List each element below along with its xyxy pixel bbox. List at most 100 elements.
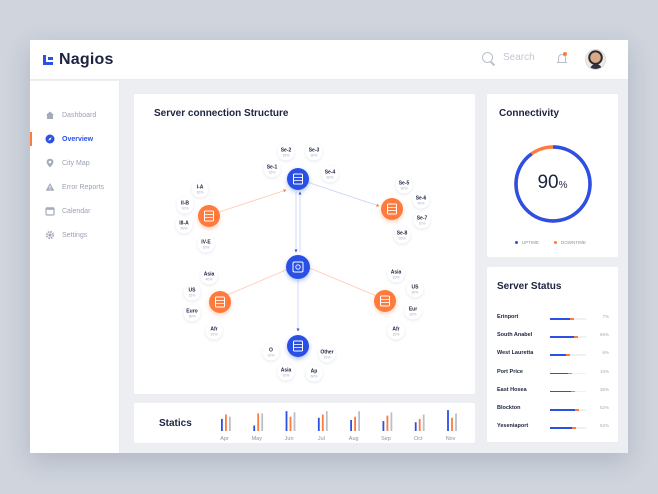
hub-orange-right-top[interactable] <box>381 198 403 220</box>
leaf-node[interactable]: I-A30% <box>191 180 209 198</box>
statics-bar[interactable] <box>455 413 457 431</box>
sidebar-item-settings[interactable]: Settings <box>30 226 120 244</box>
sidebar-item-label: Calendar <box>62 207 91 215</box>
leaf-node[interactable]: Se-710% <box>413 211 431 229</box>
leaf-node-percent: 10% <box>202 246 209 250</box>
statics-bar[interactable] <box>414 422 417 431</box>
sidebar-item-error-reports[interactable]: Error Reports <box>30 178 120 196</box>
status-row[interactable]: Yeseniaport 52% <box>497 423 609 433</box>
legend-uptime-label: UPTIME <box>522 240 540 245</box>
leaf-node-label: Asia <box>204 272 215 278</box>
leaf-node-percent: 50% <box>180 227 187 231</box>
status-row-name: Blockton <box>497 405 521 411</box>
leaf-node[interactable]: IV-E10% <box>197 235 215 253</box>
status-row[interactable]: Port Price 10% <box>497 369 609 379</box>
statics-bar[interactable] <box>261 413 264 431</box>
status-row[interactable]: South Anabel 66% <box>497 332 609 342</box>
leaf-node[interactable]: II-B10% <box>176 196 194 214</box>
statics-chart: Apr May Jun Jul Aug Sep Oct Nov <box>220 410 457 442</box>
logo[interactable]: Nagios <box>43 51 114 69</box>
legend-downtime: DOWNTIME <box>554 240 586 245</box>
leaf-node[interactable]: Se-330% <box>305 143 323 161</box>
hub-server-bottom[interactable] <box>287 335 309 357</box>
status-row[interactable]: Erinport 7% <box>497 314 609 324</box>
status-row[interactable]: West Lauretta 6% <box>497 350 609 360</box>
leaf-node-label: Eur <box>409 307 417 313</box>
statics-bar[interactable] <box>229 416 231 431</box>
statics-bar[interactable] <box>325 411 328 431</box>
hub-orange-left-top[interactable] <box>198 205 220 227</box>
leaf-node-percent: 15% <box>392 333 399 337</box>
search-box[interactable]: Search <box>482 52 535 63</box>
statics-bar[interactable] <box>293 412 296 431</box>
server-structure-diagram: Se-215% Se-330% Se-115% Se-460% I-A30%II-B10… <box>175 143 431 382</box>
statics-bar[interactable] <box>390 412 393 431</box>
statics-bar[interactable] <box>289 416 292 431</box>
sidebar-item-label: City Map <box>62 159 90 167</box>
hub-server-center[interactable] <box>286 255 310 279</box>
leaf-node[interactable]: O10% <box>262 343 280 361</box>
statics-bar[interactable] <box>358 411 360 431</box>
statics-bar[interactable] <box>321 414 324 432</box>
statics-bar[interactable] <box>225 414 227 432</box>
status-row[interactable]: Blockton 52% <box>497 405 609 415</box>
sidebar-item-calendar[interactable]: Calendar <box>30 202 120 220</box>
leaf-node-percent: 10% <box>210 333 217 337</box>
hub-orange-right-bottom[interactable] <box>374 290 396 312</box>
leaf-node[interactable]: Se-115% <box>263 160 281 178</box>
status-row-percent: 6% <box>602 350 609 356</box>
statics-bar[interactable] <box>221 418 223 431</box>
leaf-node[interactable]: III-A50% <box>175 216 193 234</box>
statics-bar[interactable] <box>422 414 425 432</box>
statics-bar[interactable] <box>451 417 453 431</box>
leaf-node[interactable]: Se-215% <box>277 143 295 161</box>
sidebar-item-overview[interactable]: Overview <box>30 130 120 148</box>
status-row-percent: 7% <box>602 314 609 319</box>
leaf-node[interactable]: Se-640% <box>412 191 430 209</box>
sidebar-item-city-map[interactable]: City Map <box>30 154 120 172</box>
status-row[interactable]: East Hosea 36% <box>497 387 609 397</box>
leaf-node[interactable]: Se-530% <box>395 176 413 194</box>
search-icon[interactable] <box>482 52 493 63</box>
search-input[interactable]: Search <box>503 52 535 63</box>
connectivity-card: Connectivity 90% UPTIME DOWNTIME <box>487 94 618 257</box>
statics-bar[interactable] <box>253 425 256 432</box>
notification-bell-icon[interactable] <box>557 52 567 65</box>
statics-bar[interactable] <box>386 415 389 431</box>
statics-bar[interactable] <box>257 413 260 431</box>
statics-month-label: Sep <box>381 436 391 442</box>
statics-bar[interactable] <box>447 410 449 431</box>
statics-bar[interactable] <box>382 421 385 431</box>
leaf-node[interactable]: Se-820% <box>393 226 411 244</box>
statics-bar[interactable] <box>354 416 356 431</box>
statics-bar[interactable] <box>285 411 288 431</box>
statics-bar[interactable] <box>418 418 421 431</box>
status-row-percent: 52% <box>599 423 609 429</box>
leaf-node-label: Se-7 <box>417 216 428 222</box>
hub-server-top[interactable] <box>287 168 309 190</box>
statics-bar[interactable] <box>350 420 352 431</box>
status-row-bar <box>550 372 586 375</box>
leaf-node[interactable]: Se-460% <box>321 165 339 183</box>
leaf-node-label: III-A <box>179 221 189 227</box>
leaf-node-percent: 20% <box>398 237 405 241</box>
hub-orange-left-bottom[interactable] <box>209 291 231 313</box>
sidebar-item-dashboard[interactable]: Dashboard <box>30 106 120 124</box>
leaf-node-label: Se-8 <box>397 231 408 237</box>
statics-month-label: Oct <box>414 436 423 442</box>
statics-bar[interactable] <box>317 417 320 431</box>
leaf-node-percent: 10% <box>418 222 425 226</box>
avatar[interactable] <box>585 49 606 70</box>
leaf-node-percent: 60% <box>310 375 317 379</box>
